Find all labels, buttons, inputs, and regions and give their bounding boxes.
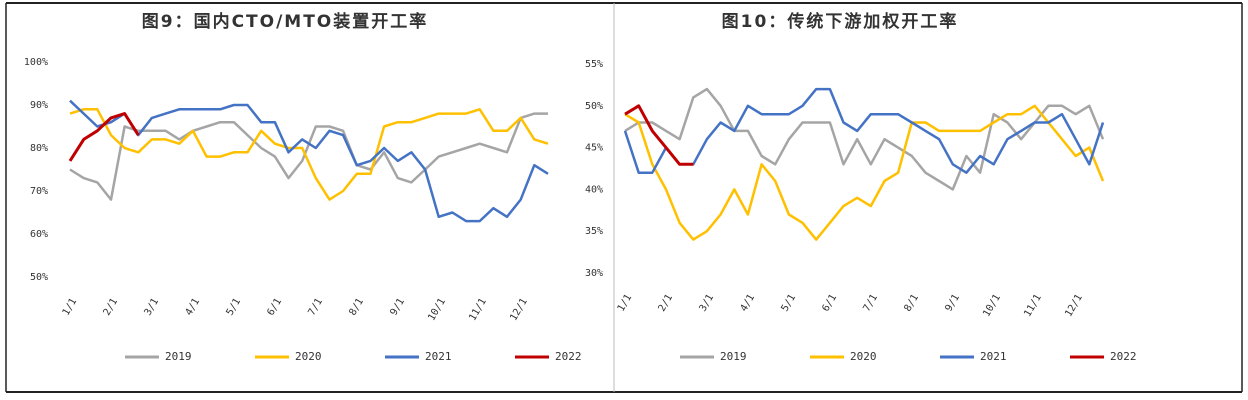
series-line xyxy=(623,87,1105,174)
legend-label: 2019 xyxy=(720,350,747,363)
y-tick-label: 50% xyxy=(585,101,603,112)
y-tick-label: 55% xyxy=(585,59,603,70)
y-tick-label: 35% xyxy=(585,226,603,237)
y-tick-label: 90% xyxy=(30,100,48,111)
chart-title: 图9：国内CTO/MTO装置开工率 xyxy=(142,11,429,32)
series-line xyxy=(624,104,694,166)
y-tick-label: 45% xyxy=(585,143,603,154)
y-tick-label: 80% xyxy=(30,143,48,154)
y-tick-label: 50% xyxy=(30,272,48,283)
y-tick-label: 100% xyxy=(24,57,48,68)
legend-label: 2020 xyxy=(850,350,877,363)
y-tick-label: 70% xyxy=(30,186,48,197)
legend-label: 2022 xyxy=(555,350,582,363)
legend-label: 2021 xyxy=(425,350,452,363)
legend-label: 2020 xyxy=(295,350,322,363)
series-line xyxy=(624,87,1105,191)
series-line xyxy=(69,99,549,223)
y-tick-label: 40% xyxy=(585,184,603,195)
legend-label: 2022 xyxy=(1110,350,1137,363)
series-line xyxy=(69,108,549,201)
y-tick-label: 60% xyxy=(30,229,48,240)
y-tick-label: 30% xyxy=(585,268,603,279)
legend-label: 2019 xyxy=(165,350,192,363)
legend-label: 2021 xyxy=(980,350,1007,363)
chart-title: 图10：传统下游加权开工率 xyxy=(722,11,959,32)
series-line xyxy=(624,104,1105,241)
series-line xyxy=(68,112,140,162)
